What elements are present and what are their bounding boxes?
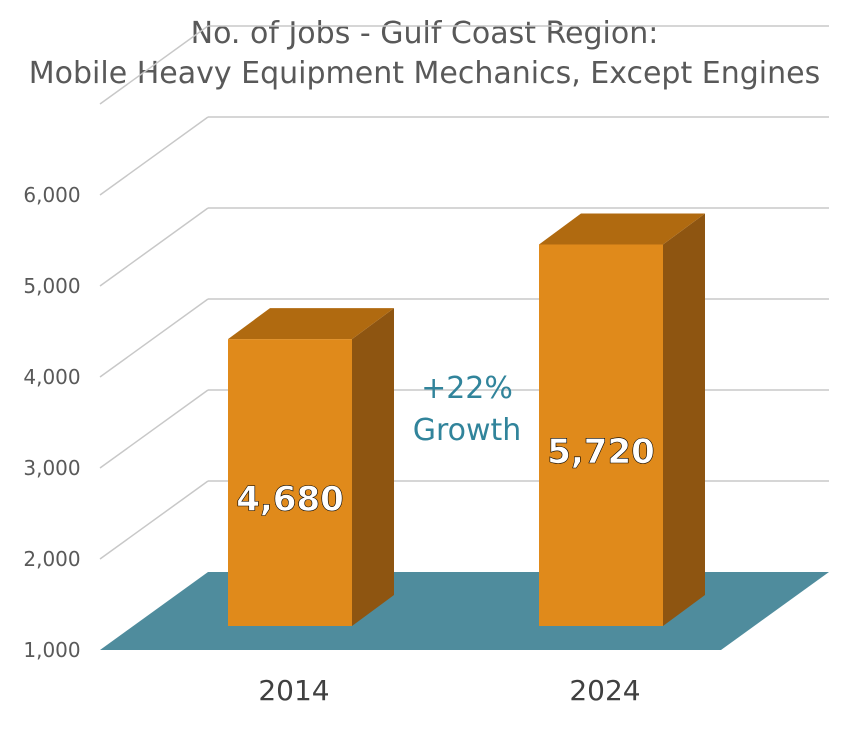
- bar-top: [228, 308, 394, 340]
- gridline-diagonal: [99, 116, 209, 196]
- gridline-diagonal: [99, 25, 209, 105]
- y-tick-label: 3,000: [23, 456, 80, 480]
- gridline-diagonal: [99, 389, 209, 469]
- bar-2024: [539, 244, 663, 627]
- chart-title-line-1: No. of Jobs - Gulf Coast Region:: [190, 16, 659, 51]
- chart-title-line-2: Mobile Heavy Equipment Mechanics, Except…: [28, 56, 821, 91]
- x-tick-label: 2024: [569, 674, 640, 707]
- floor-plane: [100, 572, 829, 650]
- bar-2014: [228, 339, 352, 626]
- gridline-diagonal: [99, 298, 209, 378]
- data-label: 4,680: [236, 480, 344, 520]
- gridline-diagonal: [99, 207, 209, 287]
- labels: 1,000 2,000 3,000 4,000 5,000 6,000 4,680 2014 5…: [23, 183, 655, 707]
- bar-side: [663, 213, 705, 627]
- bar-side: [352, 308, 394, 626]
- y-tick-label: 6,000: [23, 183, 80, 207]
- bar-top: [539, 213, 705, 245]
- y-tick-label: 1,000: [23, 638, 80, 662]
- growth-annotation-line-1: +22%: [421, 371, 513, 406]
- gridline-diagonal: [99, 480, 209, 560]
- x-tick-label: 2014: [258, 674, 329, 707]
- y-tick-label: 2,000: [23, 547, 80, 571]
- data-label: 5,720: [547, 432, 655, 472]
- chart-floor: [100, 572, 829, 650]
- y-tick-label: 4,000: [23, 365, 80, 389]
- bars: [228, 213, 705, 627]
- chart-title: No. of Jobs - Gulf Coast Region: Mobile …: [0, 14, 849, 94]
- growth-annotation-line-2: Growth: [413, 413, 522, 448]
- y-tick-label: 5,000: [23, 274, 80, 298]
- gridlines: [99, 25, 829, 560]
